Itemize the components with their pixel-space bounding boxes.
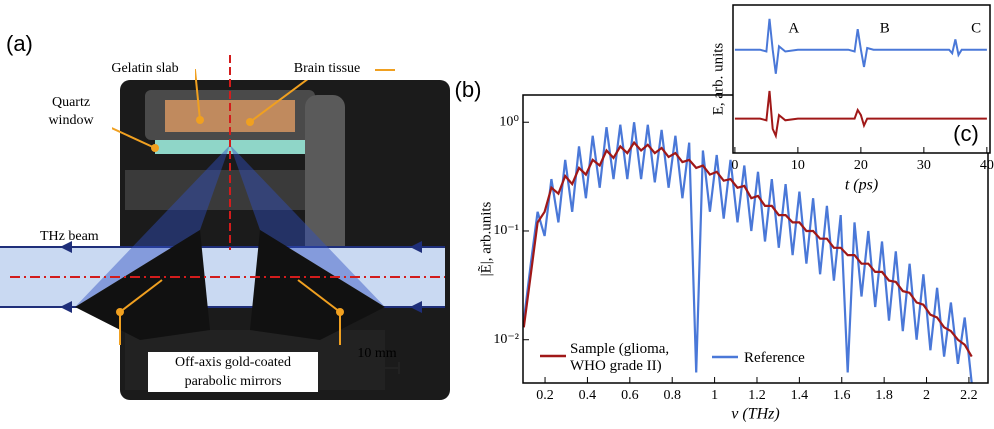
x-tick-label: 0.2 [536,388,554,403]
legend-label: Reference [744,350,805,366]
x-tick-label: 0.4 [579,388,597,403]
x-tick-label: 1.8 [875,388,893,403]
annotation: A [788,21,799,37]
y-tick-label: 10⁻² [493,332,519,347]
annotation: B [880,21,890,37]
series-line [523,122,973,383]
x-tick-label: 1.4 [791,388,809,403]
annotation: THz beam [40,229,99,244]
annotation: Off-axis gold-coated [175,355,291,370]
x-tick-label: 40 [980,158,994,173]
x-tick-label: 0.6 [621,388,639,403]
x-axis-label: ν (THz) [731,406,779,423]
x-tick-label: 10 [791,158,805,173]
annotation: C [971,21,981,37]
panel-label: (a) [6,31,33,56]
x-tick-label: 1.6 [833,388,851,403]
x-tick-label: 0 [731,158,738,173]
legend-label: Sample (glioma, WHO grade II) [570,341,670,374]
plot-area [733,5,990,153]
x-tick-label: 20 [854,158,868,173]
x-tick-label: 30 [917,158,931,173]
annotation: Gelatin slab [111,61,178,76]
series-line [734,18,987,74]
photo [0,55,450,400]
x-tick-label: 2.2 [960,388,978,403]
x-tick-label: 0.8 [663,388,681,403]
axes-frame [732,4,991,154]
series-line [523,140,973,358]
y-tick-label: 10⁻¹ [493,223,519,238]
annotation: parabolic mirrors [185,374,282,389]
x-tick-label: 2 [923,388,930,403]
x-axis-label: t (ps) [845,177,878,194]
scale-label: 10 mm [357,346,396,361]
y-tick-label: 10⁰ [499,114,519,129]
x-tick-label: 1.2 [748,388,766,403]
series-line [734,90,987,140]
x-tick-label: 1 [711,388,718,403]
annotation: window [48,113,94,128]
panel-label: (b) [455,77,482,102]
panel-label: (c) [953,121,979,146]
y-axis-label: |Ẽ|, arb.units [478,201,494,276]
annotation: Quartz [52,95,90,110]
annotation: Brain tissue [294,61,361,76]
y-axis-label: E, arb. units [710,43,726,116]
